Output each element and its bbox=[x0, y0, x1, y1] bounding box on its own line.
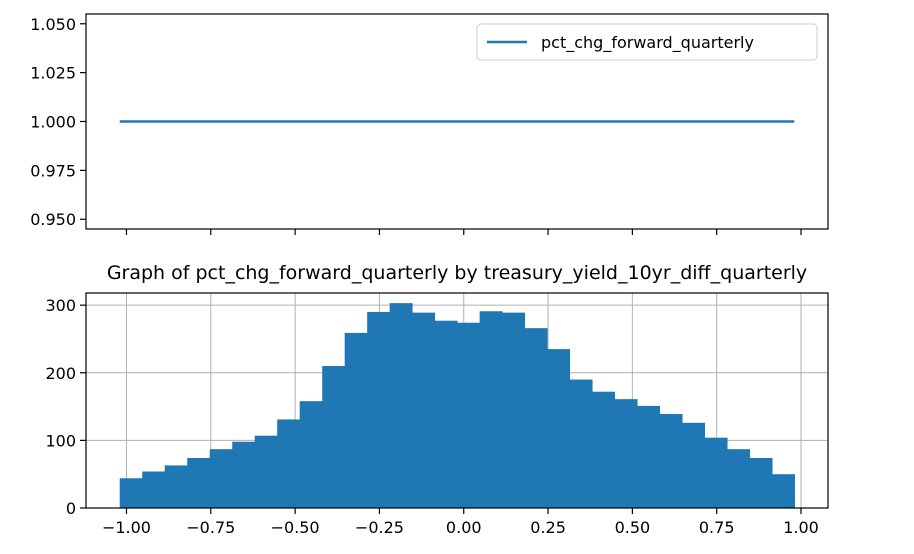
top-y-tick-label: 0.950 bbox=[30, 210, 76, 229]
histogram-bar bbox=[614, 399, 638, 508]
histogram-bar bbox=[592, 391, 616, 508]
top-y-tick-label: 1.000 bbox=[30, 113, 76, 132]
bottom-y-ticks: 0 100 200 300 bbox=[45, 296, 86, 518]
bottom-axes-frame bbox=[85, 292, 829, 509]
histogram-bar bbox=[772, 474, 796, 508]
histogram-bar bbox=[412, 312, 436, 508]
bottom-x-tick-label: −0.25 bbox=[355, 518, 404, 537]
top-y-ticks: 0.950 0.975 1.000 1.025 1.050 bbox=[30, 15, 86, 229]
top-y-tick-label: 1.050 bbox=[30, 15, 76, 34]
histogram-bar bbox=[434, 320, 458, 508]
histogram-bar bbox=[142, 471, 166, 508]
histogram-bar bbox=[749, 457, 773, 508]
histogram-bar bbox=[682, 422, 706, 508]
histogram-bar bbox=[569, 379, 593, 508]
histogram-bar bbox=[232, 441, 256, 508]
legend: pct_chg_forward_quarterly bbox=[476, 23, 818, 61]
histogram-bar bbox=[637, 405, 661, 508]
legend-box bbox=[476, 23, 818, 61]
histogram-bar bbox=[502, 312, 526, 508]
histogram-title: Graph of pct_chg_forward_quarterly by tr… bbox=[107, 262, 807, 284]
bottom-x-tick-label: 0.25 bbox=[530, 518, 566, 537]
histogram-bar bbox=[164, 465, 188, 508]
histogram-bar bbox=[322, 366, 346, 508]
bottom-y-tick-label: 200 bbox=[45, 364, 76, 383]
histogram-bar bbox=[524, 328, 548, 508]
histogram-bar bbox=[547, 349, 571, 508]
histogram-bar bbox=[367, 311, 391, 508]
bottom-y-tick-label: 100 bbox=[45, 431, 76, 450]
bottom-x-ticks: −1.00 −0.75 −0.50 −0.25 0.00 0.25 0.50 0.75 1.00 bbox=[102, 508, 819, 537]
bottom-x-tick-label: −1.00 bbox=[102, 518, 151, 537]
bottom-x-tick-label: 0.75 bbox=[699, 518, 735, 537]
histogram-bar bbox=[119, 478, 143, 508]
histogram-bars bbox=[119, 303, 796, 508]
bottom-x-tick-label: −0.75 bbox=[186, 518, 235, 537]
histogram-chart: Graph of pct_chg_forward_quarterly by tr… bbox=[45, 262, 829, 537]
histogram-bar bbox=[659, 414, 683, 508]
histogram-bar bbox=[479, 311, 503, 508]
histogram-bar bbox=[187, 457, 211, 508]
bottom-x-tick-label: 0.00 bbox=[446, 518, 482, 537]
histogram-bar bbox=[704, 437, 728, 508]
bottom-x-tick-label: −0.50 bbox=[271, 518, 320, 537]
histogram-bar bbox=[389, 303, 413, 508]
histogram-bar bbox=[277, 419, 301, 508]
histogram-bar bbox=[727, 449, 751, 508]
bottom-y-tick-label: 0 bbox=[66, 499, 76, 518]
histogram-bar bbox=[457, 322, 481, 508]
top-y-tick-label: 1.025 bbox=[30, 64, 76, 83]
histogram-bar bbox=[344, 332, 368, 508]
top-x-ticks bbox=[125, 229, 802, 235]
bottom-y-tick-label: 300 bbox=[45, 296, 76, 315]
legend-label: pct_chg_forward_quarterly bbox=[541, 33, 754, 53]
top-y-tick-label: 0.975 bbox=[30, 161, 76, 180]
bottom-x-tick-label: 1.00 bbox=[783, 518, 819, 537]
histogram-bar bbox=[254, 435, 278, 508]
histogram-bar bbox=[299, 401, 323, 508]
bottom-x-tick-label: 0.50 bbox=[615, 518, 651, 537]
histogram-bar bbox=[209, 449, 233, 508]
line-chart: 0.950 0.975 1.000 1.025 1.050 pct_chg_forwar… bbox=[30, 13, 829, 235]
